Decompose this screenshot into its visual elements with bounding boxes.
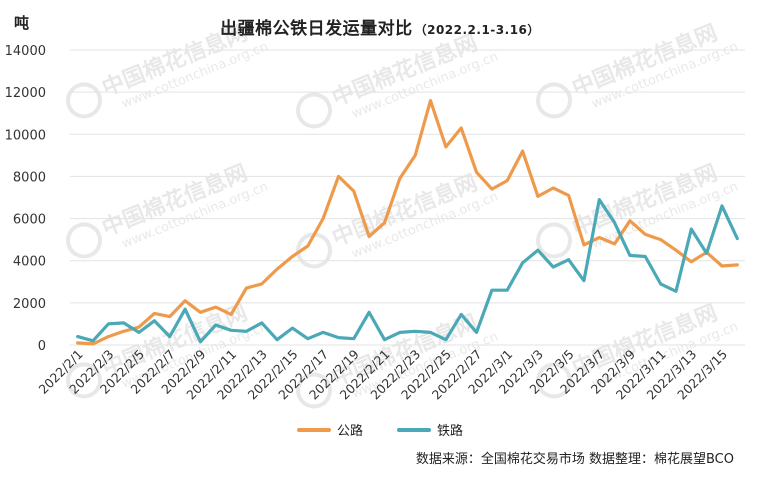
legend-item-road: 公路 — [296, 420, 363, 439]
y-tick-label: 8000 — [13, 170, 46, 185]
legend-label-road: 公路 — [336, 424, 363, 439]
y-axis-ticks: 0 2000 4000 6000 8000 10000 12000 14000 — [5, 44, 46, 354]
series-lines — [76, 98, 739, 346]
y-tick-label: 2000 — [13, 297, 46, 312]
watermark-logo — [536, 222, 573, 259]
watermark-logo — [66, 82, 103, 119]
watermark-logo — [66, 222, 103, 259]
watermark-logo — [296, 372, 333, 409]
series-line-rail — [76, 198, 739, 344]
y-tick-label: 12000 — [5, 86, 46, 101]
legend: 公路 铁路 — [0, 420, 760, 439]
y-tick-label: 6000 — [13, 213, 46, 228]
watermark-logo — [296, 232, 333, 269]
chart-title-main: 出疆棉公铁日发运量对比 — [220, 19, 413, 39]
y-axis-unit: 吨 — [14, 14, 30, 32]
chart-title: 出疆棉公铁日发运量对比 （2022.2.1-3.16） — [0, 14, 760, 39]
y-tick-label: 10000 — [5, 128, 46, 143]
watermark-logo — [536, 82, 573, 119]
chart-title-date-range: （2022.2.1-3.16） — [414, 23, 540, 37]
y-tick-label: 14000 — [5, 44, 46, 59]
legend-label-rail: 铁路 — [437, 424, 464, 439]
watermark-logo — [536, 362, 573, 399]
legend-swatch-rail — [397, 427, 431, 432]
legend-swatch-road — [296, 427, 331, 432]
watermark-logo — [66, 362, 103, 399]
legend-item-rail: 铁路 — [397, 420, 463, 439]
watermark-logo — [296, 92, 333, 129]
data-source-note: 数据来源：全国棉花交易市场 数据整理：棉花展望BCO — [415, 452, 734, 467]
series-line-road — [76, 98, 739, 346]
y-tick-label: 4000 — [13, 255, 46, 270]
y-tick-label: 0 — [38, 339, 46, 354]
